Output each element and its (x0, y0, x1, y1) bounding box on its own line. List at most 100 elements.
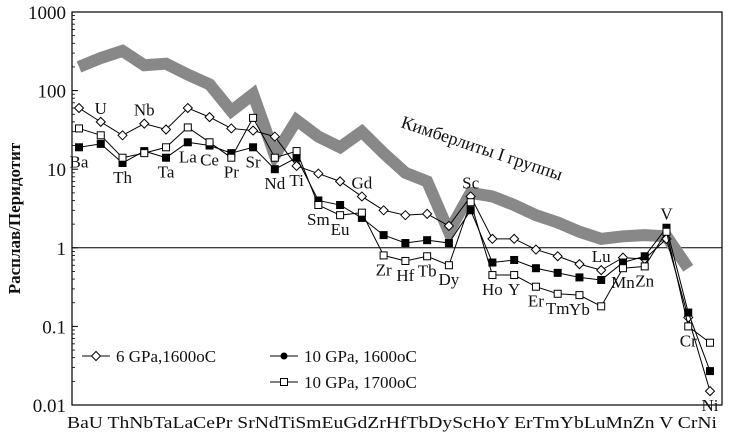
data-point (401, 256, 410, 265)
legend-label: 10 GPa, 1600oC (304, 347, 417, 366)
point-label: Nd (264, 174, 285, 193)
legend-marker (280, 352, 288, 360)
x-axis-labels: BaU ThNbTaLaCePr SrNdTiSmEuGdZrHfTbDyScH… (67, 413, 717, 432)
data-point (182, 102, 194, 114)
data-point (227, 153, 236, 162)
data-point (640, 252, 649, 261)
legend-label: 6 GPa,1600oC (116, 347, 216, 366)
series-line (78, 116, 711, 344)
point-label: Ti (289, 171, 304, 190)
point-label: Pr (224, 163, 239, 182)
data-point (270, 165, 279, 174)
data-point (574, 258, 585, 270)
point-label: Zn (635, 271, 654, 290)
data-point (117, 130, 128, 141)
data-point (118, 153, 127, 162)
data-point (291, 160, 302, 172)
data-point (313, 168, 324, 179)
data-point (162, 143, 171, 152)
data-point (292, 147, 301, 156)
data-point (204, 111, 215, 123)
data-point (140, 149, 149, 158)
data-point (706, 338, 714, 347)
data-point (510, 255, 519, 264)
data-point (269, 131, 281, 142)
data-point (95, 116, 106, 128)
kimberlite-band (76, 44, 694, 272)
data-point (96, 139, 105, 148)
data-point (487, 233, 498, 245)
legend-marker (90, 350, 102, 362)
data-point (205, 138, 214, 147)
data-point (247, 125, 259, 136)
data-point (662, 227, 671, 236)
point-label: Zr (376, 260, 392, 279)
y-tick-label: 1 (57, 239, 67, 260)
data-point (314, 201, 323, 210)
point-label: Ni (702, 396, 719, 415)
data-point (379, 231, 388, 240)
data-point (336, 201, 345, 210)
point-label: V (660, 205, 673, 224)
data-point (183, 138, 192, 147)
data-point (357, 208, 366, 217)
data-point (96, 131, 105, 140)
data-point (423, 252, 432, 261)
point-label: Yb (569, 300, 590, 319)
data-point (401, 239, 410, 248)
series-3 (75, 113, 714, 347)
data-point (336, 211, 345, 220)
data-point (160, 124, 172, 135)
data-point (378, 205, 389, 216)
data-point (575, 291, 584, 300)
legend-entry: 10 GPa, 1600oC (270, 347, 417, 366)
data-point (75, 143, 83, 152)
data-point (466, 206, 475, 215)
data-point (706, 367, 714, 376)
point-label: Dy (439, 270, 460, 289)
data-point (270, 153, 279, 162)
y-axis-label: Расплав/Перидотит (5, 142, 24, 294)
data-point (249, 143, 258, 152)
data-point (684, 322, 693, 331)
data-point (379, 251, 388, 260)
data-point (226, 123, 237, 134)
data-point (618, 264, 627, 273)
point-label: Sc (462, 173, 479, 192)
data-point (444, 261, 453, 270)
data-point (249, 113, 258, 122)
y-tick-label: 0.01 (33, 396, 66, 417)
data-point (530, 244, 542, 255)
data-point (488, 258, 497, 267)
data-point (704, 385, 716, 397)
point-label: Cr (680, 331, 697, 350)
data-point (488, 271, 497, 280)
data-point (595, 264, 607, 276)
data-point (597, 275, 606, 284)
plot-frame (71, 11, 723, 406)
point-label: Ho (482, 280, 503, 299)
point-label: Sm (307, 210, 330, 229)
data-point (443, 220, 455, 232)
data-point (510, 271, 519, 280)
legend: 6 GPa,1600oC 10 GPa, 1600oC 10 GPa, 1700oC (82, 347, 417, 392)
series-layer (73, 102, 716, 397)
point-label: Nb (134, 101, 155, 120)
data-point (400, 209, 411, 221)
data-point (421, 208, 433, 220)
point-label: Lu (592, 247, 611, 266)
data-point (73, 102, 85, 114)
data-point (553, 268, 562, 277)
point-label: Gd (351, 173, 372, 192)
point-label: Ba (70, 152, 89, 171)
kimberlite-band-label: Кимберлиты I группы (399, 112, 565, 185)
data-point (531, 282, 540, 291)
data-point (640, 262, 649, 271)
point-label: Tm (546, 299, 570, 318)
point-label: Er (528, 292, 544, 311)
legend-entry: 6 GPa,1600oC (82, 347, 216, 366)
point-label: Ta (158, 163, 175, 182)
point-label: Tb (418, 261, 437, 280)
point-label: Mn (611, 273, 635, 292)
